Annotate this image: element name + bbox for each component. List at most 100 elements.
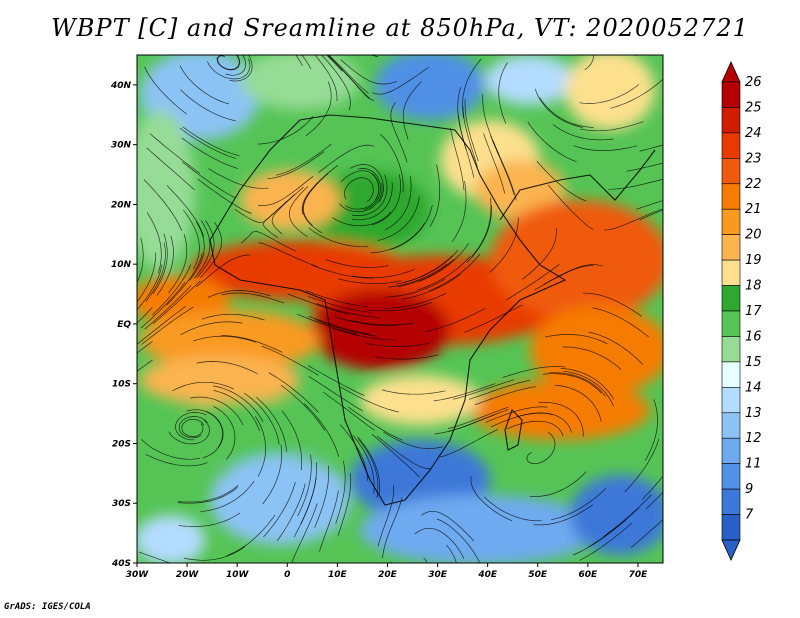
colorbar-label: 16: [745, 329, 762, 344]
streamline: [144, 285, 192, 330]
x-tick-label: 20E: [378, 570, 398, 580]
streamline: [579, 523, 632, 561]
streamline: [378, 196, 420, 241]
streamline: [318, 144, 375, 173]
streamline: [462, 105, 478, 168]
streamline: [370, 222, 425, 254]
streamline: [339, 182, 383, 213]
streamline: [604, 208, 663, 231]
streamline: [533, 504, 594, 526]
streamline: [397, 258, 455, 288]
colorbar-label: 22: [745, 177, 762, 192]
streamline: [534, 265, 594, 291]
streamline: [304, 403, 340, 457]
streamline: [390, 205, 433, 250]
streamline: [335, 316, 399, 327]
colorbar-swatch: [721, 310, 741, 337]
streamline: [261, 345, 319, 376]
streamline: [337, 278, 402, 284]
streamline: [468, 379, 531, 400]
streamline: [189, 396, 244, 426]
streamline: [583, 292, 642, 317]
streamline: [368, 302, 432, 312]
colorbar-swatch: [721, 183, 741, 210]
streamline: [311, 264, 375, 279]
streamline: [474, 386, 537, 406]
wbpt-field: [137, 55, 663, 563]
streamline: [471, 197, 492, 257]
colorbar-label: 11: [745, 457, 762, 472]
streamline: [189, 221, 205, 281]
streamline: [522, 228, 557, 280]
streamline: [319, 490, 339, 552]
x-axis: 30W 20W 10W 0 10E 20E 30E 40E 50E 60E 70E: [126, 563, 648, 580]
streamline: [308, 315, 371, 335]
streamline: [384, 292, 447, 309]
streamline: [383, 431, 444, 449]
streamline: [137, 264, 163, 311]
streamline: [258, 176, 314, 206]
streamline: [340, 59, 398, 85]
streamline: [384, 176, 412, 231]
streamline: [539, 97, 594, 128]
streamline: [217, 55, 240, 70]
streamline: [506, 420, 564, 437]
colorbar-swatch: [721, 208, 741, 235]
streamline: [208, 168, 269, 189]
streamline: [626, 162, 663, 172]
streamline: [145, 454, 208, 467]
streamline: [202, 410, 224, 459]
streamline: [610, 78, 663, 109]
streamline: [308, 227, 369, 248]
streamline: [177, 486, 239, 504]
x-tick-label: 40E: [477, 570, 498, 580]
streamline: [351, 182, 393, 221]
streamline: [402, 81, 422, 140]
colorbar-label: 13: [745, 406, 762, 421]
streamline: [534, 88, 583, 128]
streamline: [352, 174, 388, 216]
streamline: [178, 512, 241, 527]
streamline: [420, 510, 474, 541]
streamline: [447, 406, 509, 429]
streamline: [325, 259, 389, 268]
streamline: [168, 233, 188, 294]
streamline: [152, 280, 201, 325]
streamline: [193, 335, 257, 343]
streamline: [296, 313, 358, 335]
streamline: [221, 335, 283, 353]
streamline: [137, 307, 153, 324]
colorbar-swatch: [721, 158, 741, 185]
streamline: [137, 341, 153, 354]
colorbar-swatch: [721, 285, 741, 312]
streamline: [182, 126, 240, 157]
y-tick-label: EQ: [117, 320, 131, 330]
streamline: [178, 484, 239, 503]
streamline: [573, 145, 637, 151]
colorbar-swatch: [721, 81, 741, 108]
x-tick-label: 50E: [528, 570, 548, 580]
streamline: [257, 116, 314, 145]
streamline: [300, 462, 317, 524]
streamline: [340, 170, 380, 201]
streamline: [146, 147, 195, 191]
streamline: [551, 488, 607, 521]
streamline: [141, 306, 194, 345]
streamline: [505, 264, 560, 301]
streamline: [166, 185, 204, 238]
streamline: [563, 370, 614, 407]
chart-title: WBPT [C] and Sreamline at 850hPa, VT: 20…: [51, 14, 749, 42]
streamline: [143, 179, 183, 232]
streamline: [366, 342, 430, 347]
streamline: [206, 58, 251, 80]
streamline: [303, 173, 329, 226]
streamline: [196, 254, 251, 288]
colorbar-swatch: [721, 107, 741, 134]
streamline: [137, 359, 153, 372]
streamline: [489, 217, 519, 273]
streamline: [554, 384, 602, 422]
streamline: [608, 178, 663, 190]
colorbar-swatch: [721, 336, 741, 363]
streamline: [137, 306, 186, 345]
